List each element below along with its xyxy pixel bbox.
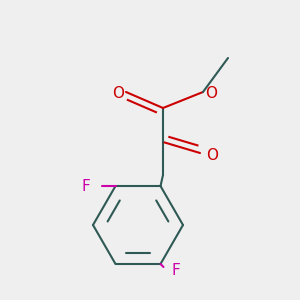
Text: F: F	[81, 178, 90, 194]
Text: O: O	[206, 148, 218, 163]
Text: O: O	[205, 86, 217, 101]
Text: O: O	[112, 86, 124, 101]
Text: F: F	[171, 263, 180, 278]
